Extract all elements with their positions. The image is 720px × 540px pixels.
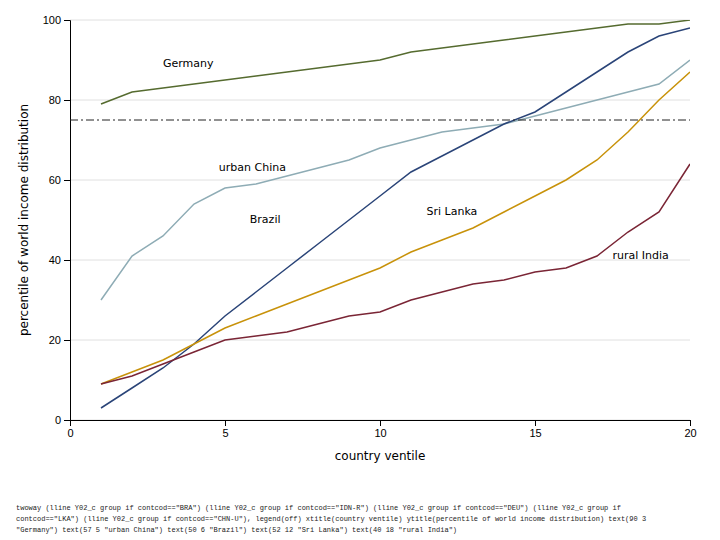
x-axis-title: country ventile (335, 449, 426, 463)
tick: 5 (222, 420, 228, 439)
tick-mark (64, 420, 70, 421)
chart: 0 5 10 15 20 0 20 40 60 80 100 Germany urban China Br… (0, 0, 720, 540)
tick: 80 (49, 94, 70, 106)
tick-mark (64, 180, 70, 181)
annotation: Germany (163, 57, 214, 70)
tick-label: 20 (49, 334, 61, 346)
tick-label: 80 (49, 94, 61, 106)
tick-mark (64, 100, 70, 101)
annotation: urban China (219, 161, 286, 174)
tick: 0 (55, 414, 70, 426)
tick-mark (535, 420, 536, 426)
y-axis: 0 20 40 60 80 100 (43, 14, 71, 426)
tick: 40 (49, 254, 70, 266)
annotation: Brazil (250, 213, 281, 226)
grid (70, 20, 690, 420)
x-axis: 0 5 10 15 20 (67, 420, 696, 439)
grid-line (70, 340, 690, 341)
tick-label: 40 (49, 254, 61, 266)
tick-label: 5 (222, 427, 228, 439)
series-line (101, 72, 690, 384)
tick: 15 (529, 420, 541, 439)
tick-mark (690, 420, 691, 426)
data-layer (70, 20, 690, 408)
reference-line (70, 120, 690, 121)
plot-area: 0 5 10 15 20 0 20 40 60 80 100 Germany urban China Br… (43, 14, 697, 439)
tick: 20 (49, 334, 70, 346)
caption-line: "Germany") text(57 5 "urban China") text… (16, 526, 457, 534)
tick-label: 10 (374, 427, 386, 439)
annotation: rural India (613, 249, 669, 262)
series-line (101, 60, 690, 300)
tick-label: 20 (684, 427, 696, 439)
tick-label: 100 (43, 14, 61, 26)
tick-label: 60 (49, 174, 61, 186)
caption-line: contcod=="LKA") (lline Y02_c group if co… (16, 515, 646, 523)
annotation: Sri Lanka (427, 205, 478, 218)
tick-mark (380, 420, 381, 426)
tick-label: 0 (67, 427, 73, 439)
tick-mark (64, 340, 70, 341)
grid-line (70, 260, 690, 261)
series-line (101, 28, 690, 408)
y-axis-title: percentile of world income distribution (17, 104, 31, 336)
grid-line (70, 20, 690, 21)
caption: twoway (lline Y02_c group if contcod=="B… (16, 504, 646, 534)
tick: 10 (374, 420, 386, 439)
axis-line (71, 421, 691, 427)
tick-mark (225, 420, 226, 426)
tick: 20 (684, 420, 696, 439)
grid-line (70, 180, 690, 181)
tick: 60 (49, 174, 70, 186)
tick-mark (64, 20, 70, 21)
series-line (101, 20, 690, 104)
tick-label: 15 (529, 427, 541, 439)
tick-mark (64, 260, 70, 261)
series-line (101, 164, 690, 384)
tick: 0 (67, 420, 73, 439)
axis-line (64, 21, 71, 421)
annotations: Germany urban China Brazil Sri Lanka rural I… (163, 57, 669, 262)
caption-line: twoway (lline Y02_c group if contcod=="B… (16, 504, 621, 512)
tick-label: 0 (55, 414, 61, 426)
tick: 100 (43, 14, 70, 26)
